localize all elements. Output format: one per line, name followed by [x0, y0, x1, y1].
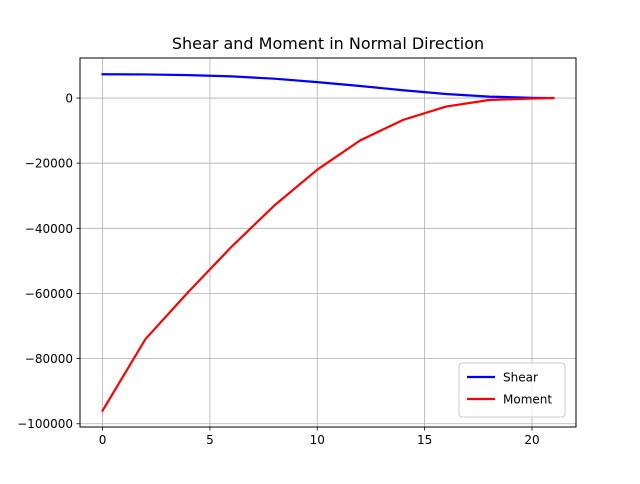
x-tick-label: 5 — [206, 433, 214, 447]
x-tick-label: 10 — [310, 433, 325, 447]
y-tick-label: −80000 — [25, 352, 73, 366]
y-tick-label: 0 — [65, 92, 73, 106]
chart-legend: Shear Moment — [458, 362, 566, 418]
series-line-moment — [101, 96, 555, 413]
y-tick-label: −100000 — [17, 417, 73, 431]
series-line-shear — [101, 73, 555, 100]
x-tick-label: 20 — [524, 433, 539, 447]
legend-label-shear: Shear — [503, 371, 538, 385]
y-tick-label: −40000 — [25, 222, 73, 236]
plot-frame — [79, 57, 577, 428]
legend-label-moment: Moment — [503, 393, 552, 407]
y-tick-label: −60000 — [25, 287, 73, 301]
x-tick-label: 15 — [417, 433, 432, 447]
chart-title: Shear and Moment in Normal Direction — [172, 34, 484, 53]
tick-layer: 0 5 10 15 20 0 −20000 −40000 −60000 −80000 −100000 — [17, 92, 539, 447]
grid-layer — [80, 58, 576, 427]
y-tick-label: −20000 — [25, 157, 73, 171]
x-tick-label: 0 — [99, 433, 107, 447]
series-layer — [101, 73, 555, 413]
